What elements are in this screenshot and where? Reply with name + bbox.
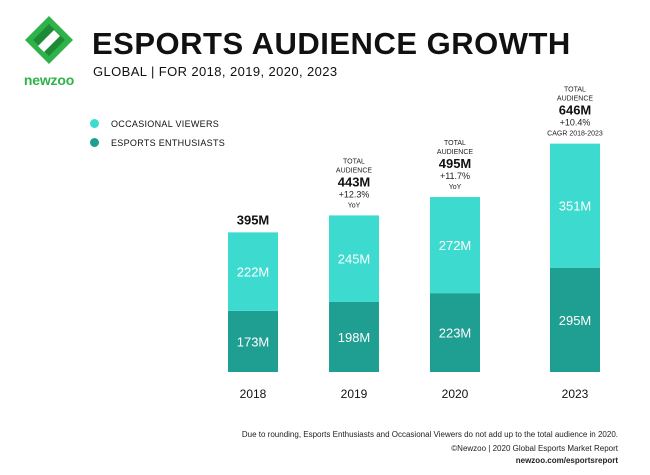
x-tick-label-2019: 2019 [341,387,368,401]
x-tick-label-2023: 2023 [562,387,589,401]
bar-enthusiasts-2020 [430,293,480,372]
bar-occasional-2020 [430,197,480,294]
legend-label-enthusiasts: ESPORTS ENTHUSIASTS [111,137,226,148]
data-label-enthusiasts-2023: 295M [559,313,592,328]
chart-title: ESPORTS AUDIENCE GROWTH [92,26,571,61]
total-change-2019: +12.3% [339,189,370,199]
logo-wordmark: newzoo [23,72,75,88]
x-tick-label-2018: 2018 [240,387,267,401]
bar-occasional-2019 [329,215,379,303]
data-label-enthusiasts-2018: 173M [237,334,270,349]
legend-label-occasional: OCCASIONAL VIEWERS [111,118,220,129]
legend-swatch-enthusiasts [90,138,99,147]
total-change-2023: +10.4% [560,118,591,128]
total-heading-line2-2023: AUDIENCE [557,96,594,103]
data-label-occasional-2023: 351M [559,199,592,214]
total-heading-line1-2023: TOTAL [564,87,586,94]
chart-subtitle: GLOBAL | FOR 2018, 2019, 2020, 2023 [93,64,338,79]
legend-item-enthusiasts: ESPORTS ENTHUSIASTS [90,133,225,152]
legend-item-occasional: OCCASIONAL VIEWERS [90,114,225,133]
bar-occasional-2018 [228,232,278,311]
total-value-2023: 646M [559,103,592,118]
total-note-2019: YoY [348,202,361,209]
bar-enthusiasts-2023 [550,267,600,372]
data-label-occasional-2018: 222M [237,265,270,280]
legend: OCCASIONAL VIEWERS ESPORTS ENTHUSIASTS [90,114,225,152]
total-note-2023: CAGR 2018-2023 [547,131,603,138]
total-heading-line2-2020: AUDIENCE [437,149,474,156]
bar-enthusiasts-2019 [329,302,379,372]
total-note-2020: YoY [449,184,462,191]
data-label-occasional-2019: 245M [338,252,371,267]
total-value-2018: 395M [237,212,270,227]
total-heading-line1-2020: TOTAL [444,140,466,147]
footnote-rounding: Due to rounding, Esports Enthusiasts and… [241,430,618,439]
data-label-occasional-2020: 272M [439,238,472,253]
total-value-2019: 443M [338,174,371,189]
newzoo-logo: newzoo [18,14,80,94]
newzoo-logo-icon [25,16,73,64]
data-label-enthusiasts-2020: 223M [439,326,472,341]
bar-enthusiasts-2018 [228,310,278,372]
footnote-source: ©Newzoo | 2020 Global Esports Market Rep… [451,444,618,453]
footnote-link[interactable]: newzoo.com/esportsreport [515,456,618,465]
x-tick-label-2020: 2020 [442,387,469,401]
total-value-2020: 495M [439,156,472,171]
total-heading-line1-2019: TOTAL [343,158,365,165]
total-heading-line2-2019: AUDIENCE [336,167,373,174]
data-label-enthusiasts-2019: 198M [338,330,371,345]
legend-swatch-occasional [90,119,99,128]
bar-occasional-2023 [550,143,600,268]
total-change-2020: +11.7% [440,171,470,181]
